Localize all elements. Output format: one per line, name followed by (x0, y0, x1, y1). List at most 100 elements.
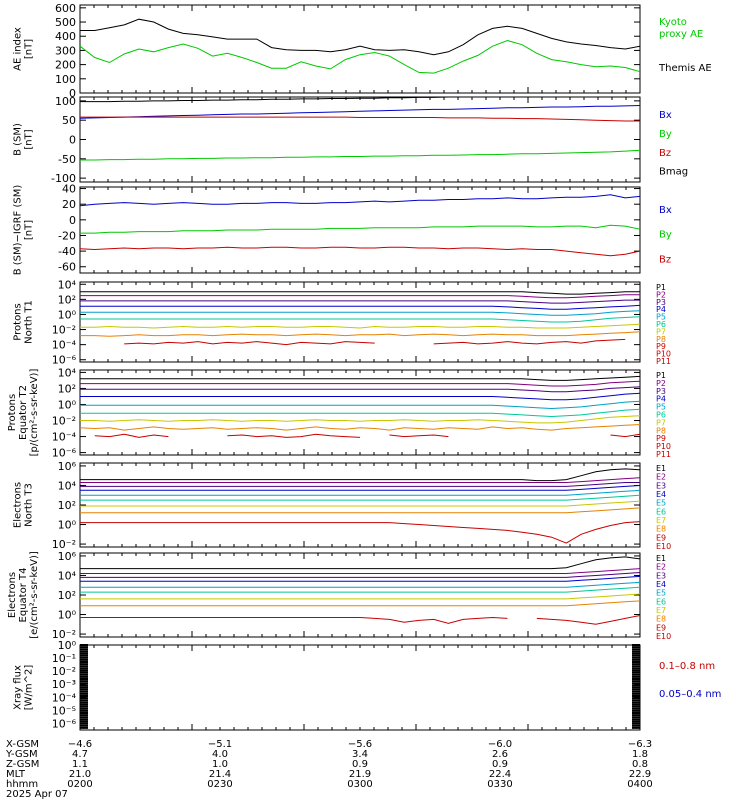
y-axis-label-line: Electrons (7, 572, 18, 618)
y-tick-label: 10² (58, 499, 76, 512)
legend-entry: Bmag (659, 167, 688, 178)
y-axis-label-line: AE index (13, 27, 24, 71)
series-line-p7 (80, 323, 641, 329)
series-line-p6 (80, 408, 641, 418)
legend-entry: P5 (656, 403, 666, 412)
series-line-p3 (80, 386, 641, 393)
panel-2: -100 -50 0 50 100 B (SM) [nT] Bx By Bz Bmag (13, 95, 689, 185)
series-line-e3 (80, 482, 640, 487)
orbit-cell: 21.4 (209, 769, 231, 780)
series-line-p8 (80, 331, 641, 337)
orbit-cell: 1.1 (72, 759, 88, 770)
y-tick-label: 40 (62, 183, 76, 196)
series-line-e7 (80, 593, 641, 600)
legend-entry: E5 (656, 589, 666, 598)
legend-entry: By (659, 230, 672, 241)
y-tick-label: 10⁻⁶ (52, 447, 77, 460)
legend-entry: P2 (656, 379, 666, 388)
series-line-e3 (80, 572, 641, 578)
y-axis-label: Protons North T1 (13, 300, 35, 344)
orbit-cell: 0.9 (352, 759, 368, 770)
orbit-cell: 0230 (207, 779, 232, 790)
series-line-bz (79, 246, 641, 257)
y-tick-label: 10⁴ (58, 278, 77, 291)
series-line-by (80, 149, 641, 161)
y-tick-label: 10⁻² (52, 324, 76, 337)
y-axis-label: Xray flux [W/m^2] (13, 665, 35, 711)
orbit-cell: −6.0 (488, 739, 512, 750)
legend-entry: E2 (656, 563, 666, 572)
orbit-cell: −5.6 (348, 739, 372, 750)
legend-entry: E4 (656, 490, 666, 499)
orbit-cell: 22.4 (489, 769, 511, 780)
orbit-row-label: Z-GSM (6, 759, 39, 770)
orbit-cell: 0300 (347, 779, 372, 790)
series-line-bz (80, 116, 640, 122)
series-line-p4 (80, 392, 641, 401)
orbit-cell: 1.8 (632, 749, 648, 760)
series-line-e8 (80, 600, 641, 607)
y-tick-label: 20 (62, 198, 76, 211)
orbit-cell: 4.7 (72, 749, 88, 760)
orbit-cell: 22.9 (629, 769, 651, 780)
legend-entry: P1 (656, 283, 666, 292)
legend-entry: P6 (656, 411, 666, 420)
y-tick-label: 0 (69, 214, 76, 227)
series-line-e1 (80, 556, 641, 570)
legend-entry: E5 (656, 499, 666, 508)
series-line-p6 (80, 316, 641, 323)
y-tick-label: 500 (55, 16, 76, 29)
legend-entry: Themis AE (658, 63, 712, 74)
series-line-p1 (80, 291, 640, 295)
y-tick-label: 600 (55, 2, 76, 15)
y-axis-label: B (SM) [nT] (13, 123, 35, 156)
orbit-cell: 0200 (67, 779, 92, 790)
y-tick-label: 10² (58, 293, 76, 306)
y-tick-label: 10⁻⁵ (52, 704, 76, 717)
y-tick-label: 10⁻² (52, 628, 76, 641)
legend-entry: E1 (656, 554, 666, 563)
legend-entry: P8 (656, 335, 666, 344)
series-line-p9 (94, 433, 641, 438)
series-line-p9 (124, 338, 626, 346)
series-line-bx (79, 194, 641, 207)
legend-entry: P1 (656, 371, 666, 380)
y-axis-label-line: B (SM)−IGRF (SM) (13, 185, 24, 276)
panel-3: -60 -40 -20 0 20 40 B (SM)−IGRF (SM) [nT] Bx By Bz (13, 183, 672, 276)
y-tick-label: 10⁻² (52, 415, 76, 428)
orbit-cell: −6.3 (628, 739, 652, 750)
legend-entry: P3 (656, 298, 666, 307)
legend-entry: P6 (656, 320, 666, 329)
orbit-cell: −4.6 (68, 739, 92, 750)
series-line-p4 (80, 304, 641, 310)
series-line-bx (79, 105, 641, 119)
orbit-row-label: hhmm (6, 779, 38, 790)
legend-entry: E10 (656, 542, 671, 551)
series-line-e9 (80, 521, 641, 544)
y-axis-label-line: Equator T2 (18, 385, 29, 440)
y-axis-label-line: [nT] (24, 39, 35, 59)
y-tick-label: 50 (62, 114, 76, 127)
y-tick-label: -40 (58, 245, 76, 258)
y-tick-label: 10⁰ (58, 398, 77, 411)
series-line-e2 (80, 568, 641, 574)
y-axis-label-line: Protons (13, 303, 24, 340)
y-tick-label: 10⁴ (58, 569, 77, 582)
panel-5: 10⁻⁶ 10⁻⁴ 10⁻² 10⁰ 10² 10⁴ Protons Equator T2 [p… (7, 366, 671, 459)
orbit-cell: 21.0 (69, 769, 91, 780)
series-line-e6 (80, 586, 641, 593)
legend-entry: 0.05–0.4 nm (659, 689, 721, 700)
series-line-p8 (79, 424, 641, 431)
series-line-by (80, 224, 641, 234)
y-tick-label: -100 (51, 172, 76, 185)
legend-entry: E4 (656, 580, 666, 589)
legend-entry: Bz (659, 254, 671, 265)
orbit-row-label: 2025 Apr 07 (6, 789, 68, 800)
legend-entry: P4 (656, 395, 666, 404)
orbit-row-label: X-GSM (6, 739, 39, 750)
orbit-row-label: MLT (6, 769, 26, 780)
legend-entry: P10 (656, 442, 671, 451)
